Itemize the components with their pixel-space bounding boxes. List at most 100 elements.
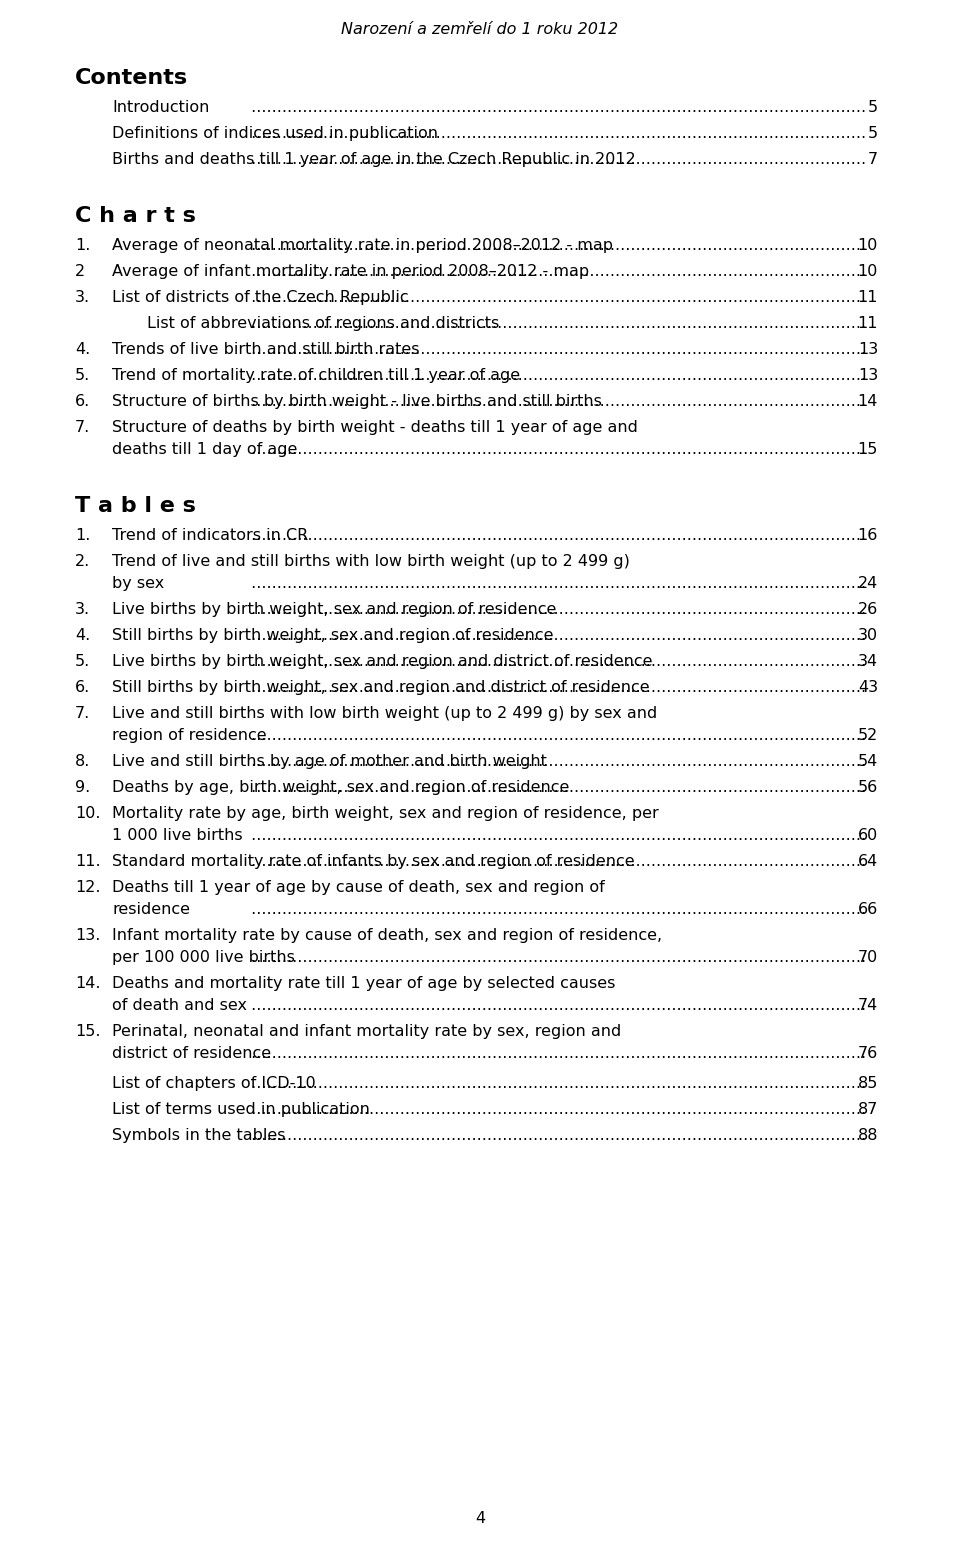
Text: ................................................................................: ........................................…: [246, 125, 866, 141]
Text: 1.: 1.: [75, 238, 90, 254]
Text: 15: 15: [857, 442, 878, 457]
Text: of death and sex: of death and sex: [112, 998, 247, 1013]
Text: ................................................................................: ........................................…: [246, 290, 866, 305]
Text: 10: 10: [857, 238, 878, 254]
Text: ................................................................................: ........................................…: [246, 628, 866, 644]
Text: Definitions of indices used in publication: Definitions of indices used in publicati…: [112, 125, 438, 141]
Text: ................................................................................: ........................................…: [246, 265, 866, 279]
Text: Contents: Contents: [75, 67, 188, 88]
Text: Trends of live birth and still birth rates: Trends of live birth and still birth rat…: [112, 341, 420, 357]
Text: Live births by birth weight, sex and region and district of residence: Live births by birth weight, sex and reg…: [112, 655, 653, 669]
Text: 74: 74: [857, 998, 878, 1013]
Text: 9.: 9.: [75, 780, 90, 796]
Text: 15.: 15.: [75, 1024, 101, 1038]
Text: 13: 13: [857, 341, 878, 357]
Text: ................................................................................: ........................................…: [246, 655, 866, 669]
Text: 6.: 6.: [75, 680, 90, 695]
Text: Standard mortality rate of infants by sex and region of residence: Standard mortality rate of infants by se…: [112, 853, 635, 869]
Text: 11.: 11.: [75, 853, 101, 869]
Text: 4: 4: [475, 1511, 485, 1525]
Text: ................................................................................: ........................................…: [246, 576, 866, 590]
Text: region of residence: region of residence: [112, 728, 267, 742]
Text: ................................................................................: ........................................…: [246, 528, 866, 543]
Text: ................................................................................: ........................................…: [246, 341, 866, 357]
Text: 54: 54: [857, 753, 878, 769]
Text: Still births by birth weight, sex and region of residence: Still births by birth weight, sex and re…: [112, 628, 554, 644]
Text: 2: 2: [75, 265, 85, 279]
Text: Deaths and mortality rate till 1 year of age by selected causes: Deaths and mortality rate till 1 year of…: [112, 976, 615, 991]
Text: 14: 14: [857, 395, 878, 409]
Text: 85: 85: [857, 1076, 878, 1092]
Text: 1.: 1.: [75, 528, 90, 543]
Text: ................................................................................: ........................................…: [246, 680, 866, 695]
Text: ................................................................................: ........................................…: [246, 828, 866, 843]
Text: List of chapters of ICD-10: List of chapters of ICD-10: [112, 1076, 316, 1092]
Text: Mortality rate by age, birth weight, sex and region of residence, per: Mortality rate by age, birth weight, sex…: [112, 806, 659, 821]
Text: Trend of mortality rate of children till 1 year of age: Trend of mortality rate of children till…: [112, 368, 520, 384]
Text: List of districts of the Czech Republic: List of districts of the Czech Republic: [112, 290, 409, 305]
Text: Trend of indicators in CR: Trend of indicators in CR: [112, 528, 308, 543]
Text: 88: 88: [857, 1128, 878, 1143]
Text: 16: 16: [857, 528, 878, 543]
Text: ................................................................................: ........................................…: [246, 1076, 866, 1092]
Text: C h a r t s: C h a r t s: [75, 207, 196, 226]
Text: 5: 5: [868, 100, 878, 114]
Text: Structure of deaths by birth weight - deaths till 1 year of age and: Structure of deaths by birth weight - de…: [112, 420, 637, 435]
Text: 13: 13: [857, 368, 878, 384]
Text: ................................................................................: ........................................…: [246, 780, 866, 796]
Text: Still births by birth weight, sex and region and district of residence: Still births by birth weight, sex and re…: [112, 680, 650, 695]
Text: 5: 5: [868, 125, 878, 141]
Text: 30: 30: [858, 628, 878, 644]
Text: List of abbreviations of regions and districts: List of abbreviations of regions and dis…: [147, 316, 499, 330]
Text: Live births by birth weight, sex and region of residence: Live births by birth weight, sex and reg…: [112, 601, 557, 617]
Text: 52: 52: [857, 728, 878, 742]
Text: 12.: 12.: [75, 880, 101, 896]
Text: 26: 26: [857, 601, 878, 617]
Text: ................................................................................: ........................................…: [246, 728, 866, 742]
Text: 5.: 5.: [75, 368, 90, 384]
Text: residence: residence: [112, 902, 190, 918]
Text: 66: 66: [857, 902, 878, 918]
Text: district of residence: district of residence: [112, 1046, 271, 1062]
Text: 5.: 5.: [75, 655, 90, 669]
Text: 70: 70: [857, 951, 878, 965]
Text: List of terms used in publication: List of terms used in publication: [112, 1102, 370, 1117]
Text: 8.: 8.: [75, 753, 90, 769]
Text: Structure of births by birth weight - live births and still births: Structure of births by birth weight - li…: [112, 395, 602, 409]
Text: 10: 10: [857, 265, 878, 279]
Text: ................................................................................: ........................................…: [246, 1102, 866, 1117]
Text: 4.: 4.: [75, 628, 90, 644]
Text: Deaths till 1 year of age by cause of death, sex and region of: Deaths till 1 year of age by cause of de…: [112, 880, 605, 896]
Text: 24: 24: [857, 576, 878, 590]
Text: ................................................................................: ........................................…: [246, 902, 866, 918]
Text: ................................................................................: ........................................…: [246, 368, 866, 384]
Text: Average of infant mortality rate in period 2008–2012 - map: Average of infant mortality rate in peri…: [112, 265, 589, 279]
Text: Narození a zemřelí do 1 roku 2012: Narození a zemřelí do 1 roku 2012: [342, 22, 618, 38]
Text: 43: 43: [858, 680, 878, 695]
Text: 10.: 10.: [75, 806, 101, 821]
Text: ................................................................................: ........................................…: [246, 998, 866, 1013]
Text: ................................................................................: ........................................…: [246, 395, 866, 409]
Text: Births and deaths till 1 year of age in the Czech Republic in 2012: Births and deaths till 1 year of age in …: [112, 152, 636, 168]
Text: Introduction: Introduction: [112, 100, 209, 114]
Text: 3.: 3.: [75, 601, 90, 617]
Text: ................................................................................: ........................................…: [246, 238, 866, 254]
Text: Live and still births with low birth weight (up to 2 499 g) by sex and: Live and still births with low birth wei…: [112, 706, 658, 720]
Text: ................................................................................: ........................................…: [246, 601, 866, 617]
Text: 14.: 14.: [75, 976, 101, 991]
Text: 60: 60: [857, 828, 878, 843]
Text: 87: 87: [857, 1102, 878, 1117]
Text: Live and still births by age of mother and birth weight: Live and still births by age of mother a…: [112, 753, 547, 769]
Text: Average of neonatal mortality rate in period 2008–2012 - map: Average of neonatal mortality rate in pe…: [112, 238, 613, 254]
Text: by sex: by sex: [112, 576, 164, 590]
Text: 13.: 13.: [75, 929, 101, 943]
Text: 76: 76: [857, 1046, 878, 1062]
Text: T a b l e s: T a b l e s: [75, 496, 196, 517]
Text: ................................................................................: ........................................…: [246, 853, 866, 869]
Text: ................................................................................: ........................................…: [246, 100, 866, 114]
Text: 7.: 7.: [75, 420, 90, 435]
Text: Infant mortality rate by cause of death, sex and region of residence,: Infant mortality rate by cause of death,…: [112, 929, 662, 943]
Text: per 100 000 live births: per 100 000 live births: [112, 951, 295, 965]
Text: 11: 11: [857, 316, 878, 330]
Text: Deaths by age, birth weight, sex and region of residence: Deaths by age, birth weight, sex and reg…: [112, 780, 569, 796]
